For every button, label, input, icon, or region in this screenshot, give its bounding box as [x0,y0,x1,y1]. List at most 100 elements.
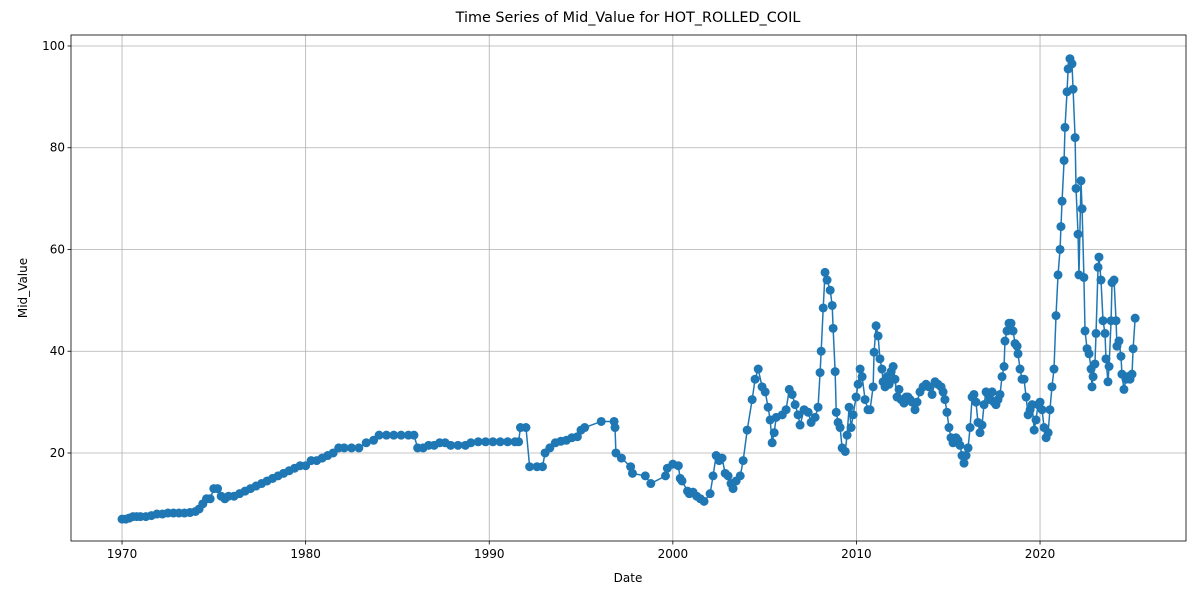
point [389,430,399,440]
point [699,496,709,506]
point [1077,204,1087,214]
point [979,400,989,410]
point [1070,133,1080,143]
point [1096,275,1106,285]
point [1031,415,1041,425]
y-tick-label: 40 [50,344,65,358]
point [1079,272,1089,282]
point [810,412,820,422]
point [361,438,371,448]
point [868,382,878,392]
point [857,372,867,382]
point [1008,326,1018,336]
point [938,387,948,397]
point [677,476,687,486]
point [997,372,1007,382]
point [787,389,797,399]
point [959,458,969,468]
point [763,402,773,412]
point [830,367,840,377]
point [1101,354,1111,364]
point [865,405,875,415]
point [944,423,954,433]
point [1057,196,1067,206]
point [1088,372,1098,382]
point [374,430,384,440]
point [521,423,531,433]
point [488,437,498,447]
point [961,451,971,461]
chart-title: Time Series of Mid_Value for HOT_ROLLED_… [455,10,801,26]
point [742,425,752,435]
axes-frame [70,34,1187,542]
point [503,437,513,447]
point [728,484,738,494]
point [1068,84,1078,94]
series-line [122,55,1136,520]
point [473,437,483,447]
point [347,443,357,453]
point [813,402,823,412]
point [1080,326,1090,336]
point [877,364,887,374]
point [910,405,920,415]
point [767,438,777,448]
plot-area [117,54,1140,524]
point [673,461,683,471]
point [205,494,215,504]
point [1073,229,1083,239]
point [1037,405,1047,415]
point [835,423,845,433]
point [1091,328,1101,338]
point [842,430,852,440]
point [851,392,861,402]
point [924,382,934,392]
point [853,379,863,389]
y-tick-label: 100 [42,39,65,53]
point [381,430,391,440]
point [1029,425,1039,435]
y-tick-label: 20 [50,446,65,460]
point [803,407,813,417]
point [1084,349,1094,359]
point [396,430,406,440]
x-tick-label: 2010 [841,547,872,561]
point [1059,155,1069,165]
point [822,275,832,285]
point [815,368,825,378]
point [1067,59,1077,69]
point [846,423,856,433]
point [827,300,837,310]
point [1090,359,1100,369]
point [1043,428,1053,438]
point [969,389,979,399]
y-axis-label: Mid_Value [16,258,30,318]
point [888,361,898,371]
point [955,440,965,450]
point [446,440,456,450]
point [999,361,1009,371]
x-tick-label: 1990 [474,547,505,561]
point [875,354,885,364]
point [1127,369,1137,379]
point [213,484,223,494]
point [890,374,900,384]
point [1055,244,1065,254]
point [977,420,987,430]
point [1103,377,1113,387]
point [795,420,805,430]
x-tick-label: 1970 [107,547,138,561]
point [940,395,950,405]
point [481,437,491,447]
point [1109,275,1119,285]
point [965,423,975,433]
point [616,453,626,463]
point [790,400,800,410]
point [717,453,727,463]
point [828,323,838,333]
point [610,423,620,433]
y-tick-label: 80 [50,141,65,155]
point [818,303,828,313]
